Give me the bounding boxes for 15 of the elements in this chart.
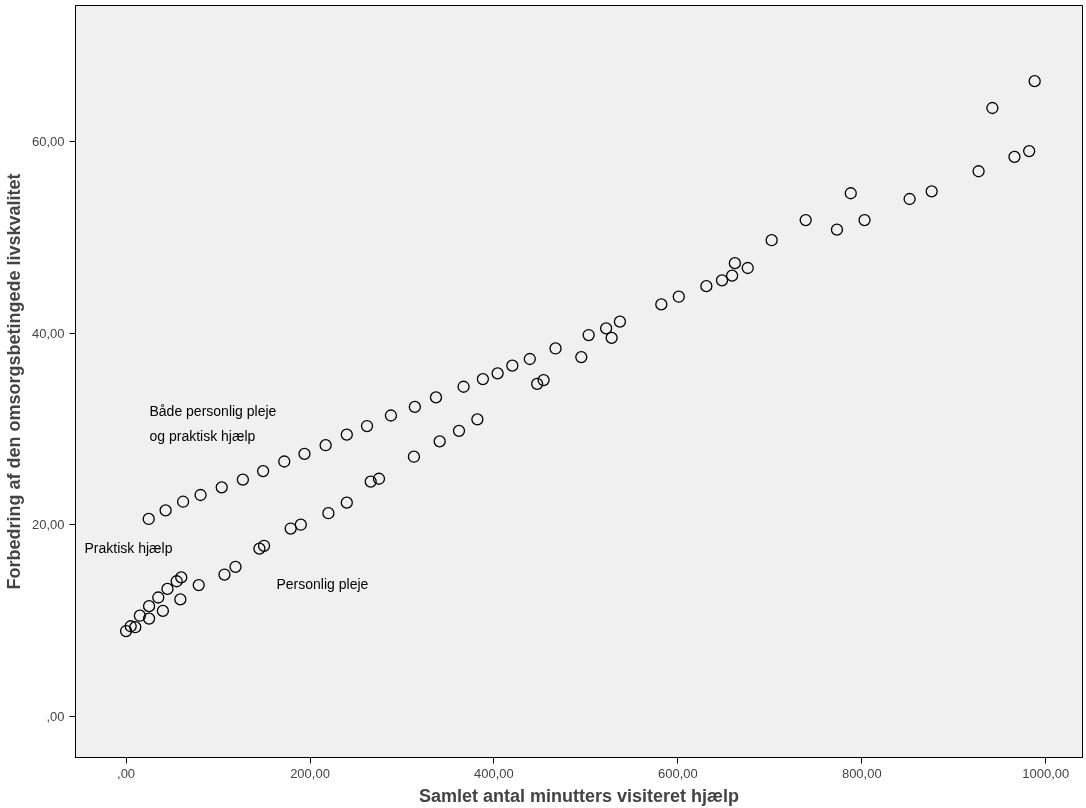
y-tick-label: 60,00 <box>31 134 65 150</box>
x-tick-label: 800,00 <box>841 765 882 781</box>
x-tick-label: 600,00 <box>657 765 698 781</box>
y-tick-label: ,00 <box>46 708 65 724</box>
x-tick-label: ,00 <box>117 765 136 781</box>
annotation: Personlig pleje <box>276 575 369 592</box>
annotation: Både personlig pleje og praktisk hjælp <box>149 402 277 445</box>
x-tick-label: 1000,00 <box>1022 765 1070 781</box>
y-tick-label: 40,00 <box>31 325 65 341</box>
x-axis-title: Samlet antal minutters visiteret hjælp <box>418 785 740 806</box>
y-tick-label: 20,00 <box>31 517 65 533</box>
annotation: Praktisk hjælp <box>84 539 173 556</box>
y-axis-title: Forbedring af den omsorgsbetingede livskvalitet <box>3 173 24 590</box>
x-tick-label: 400,00 <box>474 765 514 781</box>
x-tick-label: 200,00 <box>290 765 330 781</box>
